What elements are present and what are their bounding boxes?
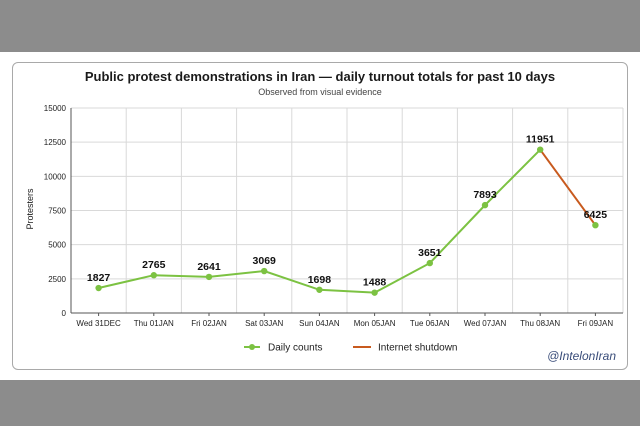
data-label: 2765 — [142, 259, 166, 271]
x-tick-label: Fri 09JAN — [578, 319, 614, 328]
y-tick-label: 10000 — [44, 172, 67, 181]
data-label: 7893 — [473, 189, 497, 201]
data-point — [150, 272, 157, 279]
x-tick-label: Tue 06JAN — [410, 319, 450, 328]
data-points — [95, 146, 599, 296]
x-tick-label: Mon 05JAN — [354, 319, 396, 328]
y-tick-label: 12500 — [44, 138, 67, 147]
data-point — [592, 221, 599, 229]
data-labels: 1827 2765 2641 3069 1698 1488 3651 7893 11951 642… — [87, 134, 607, 289]
data-point — [205, 273, 213, 281]
data-label: 1698 — [308, 274, 332, 286]
data-point — [261, 267, 268, 275]
y-axis-label: Protesters — [25, 188, 35, 230]
chart-subtitle: Observed from visual evidence — [258, 87, 382, 97]
y-tick-label: 2500 — [48, 275, 66, 284]
x-tick-label: Wed 07JAN — [464, 319, 507, 328]
data-label: 11951 — [526, 134, 555, 146]
x-tick-labels: Wed 31DEC Thu 01JAN Fri 02JAN Sat 03JAN Sun … — [76, 313, 613, 328]
y-tick-label: 5000 — [48, 241, 66, 250]
data-point — [95, 284, 102, 292]
legend-label-daily-counts: Daily counts — [268, 343, 322, 354]
data-label: 1488 — [363, 277, 387, 289]
x-tick-label: Fri 02JAN — [191, 319, 227, 328]
data-label: 2641 — [197, 261, 221, 273]
chart-sheet: Public protest demonstrations in Iran — … — [0, 52, 640, 380]
y-tick-label: 0 — [62, 309, 67, 318]
chart-legend: Daily counts Internet shutdown — [244, 343, 458, 354]
chart-title: Public protest demonstrations in Iran — … — [85, 69, 555, 84]
data-point — [537, 146, 544, 153]
data-label: 3069 — [253, 255, 277, 267]
series-line-internet-shutdown — [539, 149, 597, 226]
data-label: 6425 — [584, 209, 608, 221]
data-point — [371, 289, 378, 296]
x-tick-label: Sun 04JAN — [299, 319, 340, 328]
data-point — [481, 201, 489, 209]
watermark-handle: @IntelonIran — [547, 349, 616, 363]
x-tick-label: Wed 31DEC — [76, 319, 121, 328]
legend-label-internet-shutdown: Internet shutdown — [378, 343, 458, 354]
top-background-band — [0, 0, 640, 52]
x-tick-label: Sat 03JAN — [245, 319, 283, 328]
bottom-background-band — [0, 380, 640, 426]
legend-marker-daily-counts — [249, 344, 255, 350]
data-label: 3651 — [418, 247, 442, 259]
x-tick-label: Thu 01JAN — [134, 319, 174, 328]
data-point — [316, 286, 323, 293]
y-tick-label: 7500 — [48, 207, 66, 216]
data-label: 1827 — [87, 272, 111, 284]
y-tick-label: 15000 — [44, 104, 67, 113]
y-tick-labels: 0 2500 5000 7500 10000 12500 15000 — [44, 104, 67, 318]
data-point — [426, 259, 433, 267]
x-tick-label: Thu 08JAN — [520, 319, 560, 328]
line-chart: Public protest demonstrations in Iran — … — [25, 69, 624, 363]
chart-card: Public protest demonstrations in Iran — … — [12, 62, 628, 370]
